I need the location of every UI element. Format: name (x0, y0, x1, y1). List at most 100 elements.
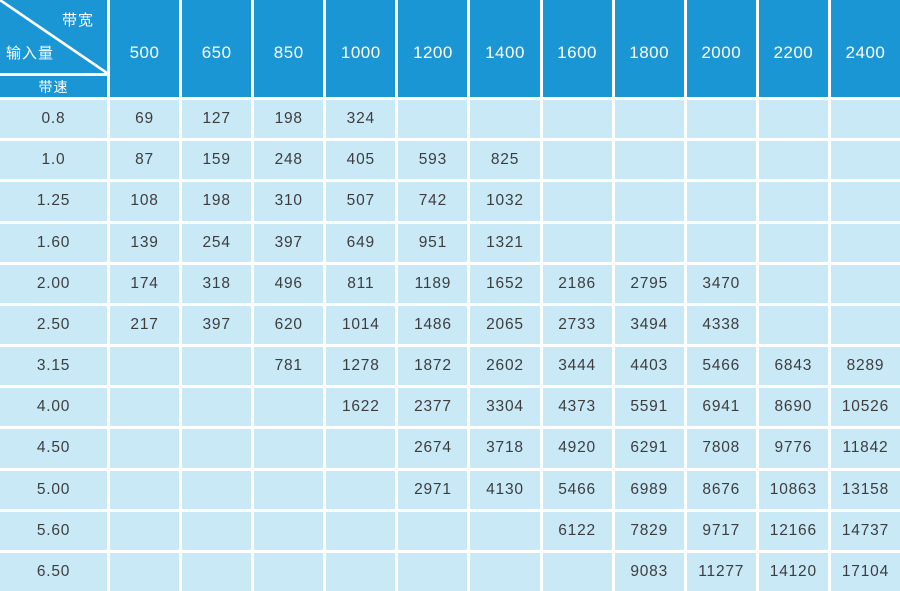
table-cell (398, 552, 468, 591)
table-cell: 3718 (470, 429, 540, 468)
table-cell (758, 100, 828, 139)
table-cell: 620 (254, 305, 324, 344)
column-header-1400: 1400 (470, 0, 540, 97)
table-cell (542, 182, 612, 221)
table-cell (830, 182, 900, 221)
corner-label-input-amount: 输入量 (6, 45, 55, 62)
table-cell (110, 470, 180, 509)
table-cell: 1014 (326, 305, 396, 344)
table-cell: 14120 (758, 552, 828, 591)
table-cell: 1321 (470, 223, 540, 262)
table-cell: 405 (326, 141, 396, 180)
table-cell: 496 (254, 264, 324, 303)
table-cell: 2795 (614, 264, 684, 303)
table-cell (614, 100, 684, 139)
table-cell: 4920 (542, 429, 612, 468)
table-cell: 198 (254, 100, 324, 139)
table-cell (254, 552, 324, 591)
table-cell: 6122 (542, 511, 612, 550)
table-cell: 397 (254, 223, 324, 262)
belt-speed-label: 带速 (38, 78, 69, 95)
table-cell: 10863 (758, 470, 828, 509)
table-cell: 951 (398, 223, 468, 262)
table-cell: 6989 (614, 470, 684, 509)
table-cell (182, 388, 252, 427)
table-cell (686, 100, 756, 139)
table-cell (182, 429, 252, 468)
table-cell (182, 552, 252, 591)
table-cell: 159 (182, 141, 252, 180)
table-cell (614, 223, 684, 262)
table-cell: 10526 (830, 388, 900, 427)
column-header-1200: 1200 (398, 0, 468, 97)
table-cell (686, 182, 756, 221)
row-header-1.60: 1.60 (0, 223, 107, 262)
table-cell (758, 264, 828, 303)
column-header-1000: 1000 (326, 0, 396, 97)
table-cell (326, 470, 396, 509)
corner-label-belt-width: 带宽 (61, 12, 94, 29)
table-cell: 2674 (398, 429, 468, 468)
table-cell: 87 (110, 141, 180, 180)
table-cell: 2377 (398, 388, 468, 427)
row-header-6.50: 6.50 (0, 552, 107, 591)
table-cell (254, 470, 324, 509)
table-cell: 742 (398, 182, 468, 221)
table-cell: 198 (182, 182, 252, 221)
table-cell: 318 (182, 264, 252, 303)
table-cell: 4338 (686, 305, 756, 344)
table-cell (110, 511, 180, 550)
table-cell (758, 305, 828, 344)
row-header-0.8: 0.8 (0, 100, 107, 139)
table-cell: 2602 (470, 347, 540, 386)
row-header-4.00: 4.00 (0, 388, 107, 427)
table-cell (542, 141, 612, 180)
table-cell (398, 511, 468, 550)
column-header-1600: 1600 (542, 0, 612, 97)
table-cell: 1032 (470, 182, 540, 221)
table-cell: 3470 (686, 264, 756, 303)
table-cell (470, 511, 540, 550)
table-cell (686, 141, 756, 180)
column-header-2200: 2200 (758, 0, 828, 97)
table-cell: 11277 (686, 552, 756, 591)
row-header-1.25: 1.25 (0, 182, 107, 221)
table-cell: 9717 (686, 511, 756, 550)
table-cell: 2186 (542, 264, 612, 303)
table-cell (758, 223, 828, 262)
table-cell: 310 (254, 182, 324, 221)
table-cell: 108 (110, 182, 180, 221)
column-header-2400: 2400 (830, 0, 900, 97)
table-cell: 9776 (758, 429, 828, 468)
table-cell (758, 141, 828, 180)
table-cell: 8690 (758, 388, 828, 427)
table-cell (470, 100, 540, 139)
table-cell: 649 (326, 223, 396, 262)
table-cell: 9083 (614, 552, 684, 591)
table-cell (326, 552, 396, 591)
table-cell: 1872 (398, 347, 468, 386)
row-header-2.00: 2.00 (0, 264, 107, 303)
table-cell (182, 347, 252, 386)
corner-label-belt-speed: 带速 (0, 76, 107, 97)
table-cell (542, 552, 612, 591)
table-cell: 8289 (830, 347, 900, 386)
table-cell: 593 (398, 141, 468, 180)
table-cell: 1652 (470, 264, 540, 303)
table-cell: 781 (254, 347, 324, 386)
table-cell (614, 182, 684, 221)
table-cell (110, 347, 180, 386)
table-cell (830, 223, 900, 262)
table-cell: 7829 (614, 511, 684, 550)
table-cell: 1622 (326, 388, 396, 427)
table-cell: 127 (182, 100, 252, 139)
table-cell (830, 141, 900, 180)
table-cell: 4130 (470, 470, 540, 509)
table-cell: 254 (182, 223, 252, 262)
table-cell: 5466 (542, 470, 612, 509)
table-cell (398, 100, 468, 139)
table-cell (830, 100, 900, 139)
column-header-2000: 2000 (686, 0, 756, 97)
table-cell (254, 388, 324, 427)
diagonal-header-cell: 带宽 输入量 (0, 0, 107, 73)
